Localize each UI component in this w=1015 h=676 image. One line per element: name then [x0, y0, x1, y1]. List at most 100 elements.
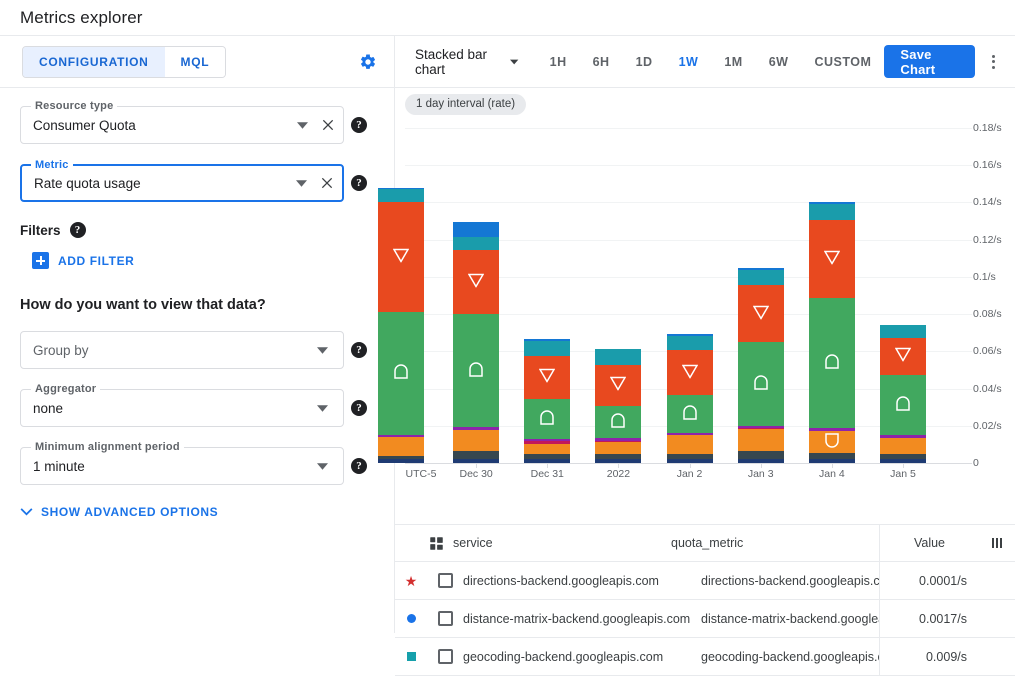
- quota-metric-header-label[interactable]: quota_metric: [671, 536, 744, 550]
- chart-bar-segment[interactable]: [737, 342, 784, 427]
- resource-type-help-icon[interactable]: ?: [344, 106, 374, 144]
- table-row[interactable]: geocoding-backend.googleapis.com geocodi…: [395, 638, 1015, 676]
- chart-bar-segment[interactable]: [524, 443, 571, 455]
- range-6h[interactable]: 6H: [592, 54, 610, 69]
- chart-bar-segment[interactable]: [879, 337, 926, 375]
- table-row[interactable]: distance-matrix-backend.googleapis.com d…: [395, 600, 1015, 638]
- chart-bar-segment[interactable]: [595, 364, 642, 406]
- chart-bar-segment[interactable]: [378, 459, 424, 463]
- chart-bar-segment[interactable]: [737, 269, 784, 285]
- clear-metric-icon[interactable]: [314, 170, 340, 196]
- chart-bar-segment[interactable]: [524, 440, 571, 444]
- chart-bar-segment[interactable]: [879, 324, 926, 338]
- chart-bar-segment[interactable]: [666, 395, 713, 433]
- group-by-field[interactable]: Group by: [20, 331, 344, 369]
- chart-bar-segment[interactable]: [595, 453, 642, 460]
- chart-bar-segment[interactable]: [879, 374, 926, 436]
- chart-bar-segment[interactable]: [737, 426, 784, 429]
- chart-bar-segment[interactable]: [378, 202, 424, 313]
- chart-bar-segment[interactable]: [524, 454, 571, 460]
- aggregator-help-icon[interactable]: ?: [344, 389, 374, 427]
- range-custom[interactable]: CUSTOM: [814, 54, 872, 69]
- chevron-down-icon[interactable]: [313, 341, 331, 359]
- chart-bar-segment[interactable]: [879, 459, 926, 463]
- chart-bar-segment[interactable]: [808, 430, 855, 453]
- chart-bar-segment[interactable]: [378, 434, 424, 438]
- chart-bar-segment[interactable]: [666, 334, 713, 336]
- chart-bar-segment[interactable]: [737, 458, 784, 463]
- chart-bar-segment[interactable]: [595, 459, 642, 463]
- aggregator-field[interactable]: Aggregator none: [20, 383, 344, 427]
- chart-bar-segment[interactable]: [808, 219, 855, 299]
- chart-bar-segment[interactable]: [453, 458, 500, 463]
- filters-help-icon[interactable]: ?: [69, 222, 86, 238]
- chart-bar-segment[interactable]: [666, 453, 713, 460]
- metric-help-icon[interactable]: ?: [344, 164, 374, 202]
- resource-type-field[interactable]: Resource type Consumer Quota: [20, 100, 344, 144]
- chart-bar-segment[interactable]: [879, 454, 926, 460]
- chevron-down-icon[interactable]: [313, 457, 331, 475]
- metric-field[interactable]: Metric Rate quota usage: [20, 159, 344, 202]
- chart-bar-segment[interactable]: [808, 458, 855, 463]
- chart-bar-segment[interactable]: [666, 435, 713, 454]
- chart-bar-segment[interactable]: [524, 355, 571, 400]
- chart-bar-segment[interactable]: [453, 221, 500, 237]
- kebab-menu-icon[interactable]: [981, 48, 1005, 76]
- service-header-cell[interactable]: service: [427, 536, 671, 551]
- chart-bar-segment[interactable]: [808, 202, 855, 205]
- chart-bar-segment[interactable]: [595, 349, 642, 365]
- chart-bar-segment[interactable]: [378, 455, 424, 460]
- chart-bar-segment[interactable]: [879, 435, 926, 438]
- interval-chip[interactable]: 1 day interval (rate): [405, 93, 527, 115]
- chart-bar-segment[interactable]: [453, 250, 500, 314]
- tab-configuration[interactable]: CONFIGURATION: [23, 46, 165, 77]
- chart-bar-segment[interactable]: [524, 340, 571, 356]
- chart-bar-segment[interactable]: [808, 298, 855, 429]
- chart-bar-segment[interactable]: [524, 339, 571, 341]
- chart-bar-segment[interactable]: [808, 428, 855, 431]
- chart-bar-segment[interactable]: [666, 335, 713, 350]
- row-checkbox[interactable]: [427, 573, 463, 588]
- value-header-label[interactable]: Value: [879, 525, 979, 561]
- minimum-alignment-period-field[interactable]: Minimum alignment period 1 minute: [20, 441, 344, 485]
- chart-bar-segment[interactable]: [666, 432, 713, 436]
- chart-bar-segment[interactable]: [879, 437, 926, 455]
- chart-bar-segment[interactable]: [737, 267, 784, 270]
- chart-bar-segment[interactable]: [524, 399, 571, 440]
- chart-bar-segment[interactable]: [524, 439, 571, 441]
- minimum-alignment-period-help-icon[interactable]: ?: [344, 447, 374, 485]
- range-1d[interactable]: 1D: [635, 54, 653, 69]
- table-row[interactable]: ★ directions-backend.googleapis.com dire…: [395, 562, 1015, 600]
- chart-bar-segment[interactable]: [595, 405, 642, 439]
- chart-bar-segment[interactable]: [453, 427, 500, 430]
- column-settings-icon[interactable]: [979, 538, 1015, 548]
- clear-resource-type-icon[interactable]: [315, 112, 341, 138]
- select-columns-icon[interactable]: [427, 536, 445, 551]
- chart-bar-segment[interactable]: [453, 451, 500, 459]
- chart-bar-segment[interactable]: [737, 284, 784, 343]
- chart-bar-segment[interactable]: [453, 429, 500, 452]
- chart-bar-segment[interactable]: [378, 187, 424, 190]
- group-by-help-icon[interactable]: ?: [344, 331, 374, 369]
- add-filter-button[interactable]: ADD FILTER: [32, 252, 374, 269]
- chart-bar-segment[interactable]: [595, 442, 642, 454]
- range-1m[interactable]: 1M: [724, 54, 743, 69]
- chart-bar-segment[interactable]: [524, 459, 571, 463]
- gear-icon[interactable]: [356, 50, 380, 74]
- tab-mql[interactable]: MQL: [164, 46, 226, 77]
- show-advanced-options-button[interactable]: SHOW ADVANCED OPTIONS: [20, 505, 374, 519]
- chevron-down-icon[interactable]: [293, 116, 311, 134]
- chart-bar-segment[interactable]: [595, 438, 642, 441]
- range-1h[interactable]: 1H: [549, 54, 567, 69]
- row-checkbox[interactable]: [427, 611, 463, 626]
- chart-bar-segment[interactable]: [453, 313, 500, 428]
- range-1w[interactable]: 1W: [678, 54, 699, 69]
- chart-bar-segment[interactable]: [378, 437, 424, 456]
- chart-bar-segment[interactable]: [595, 440, 642, 443]
- chart-bar-segment[interactable]: [666, 349, 713, 396]
- chart-bar-segment[interactable]: [666, 459, 713, 463]
- save-chart-button[interactable]: Save Chart: [884, 45, 976, 78]
- chart-bar-segment[interactable]: [453, 236, 500, 251]
- chart-bar-segment[interactable]: [378, 312, 424, 435]
- chart-bar-segment[interactable]: [737, 428, 784, 430]
